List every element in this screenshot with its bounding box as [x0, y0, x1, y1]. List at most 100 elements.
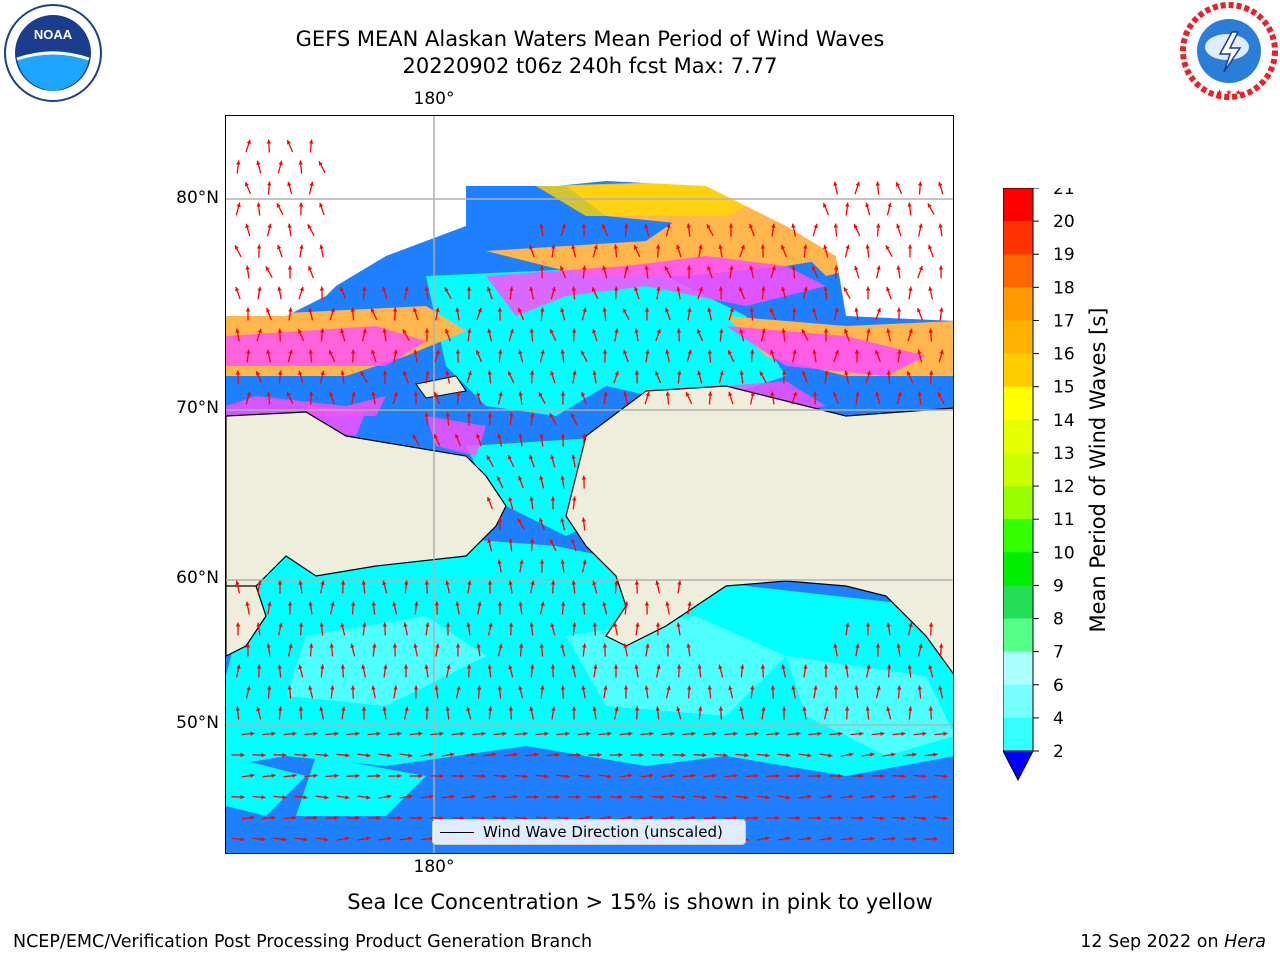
wave-arrow-head: [366, 795, 371, 800]
wave-arrow-head: [502, 731, 507, 736]
wave-arrow-head: [372, 643, 377, 648]
wave-arrow-head: [560, 517, 565, 523]
wave-arrow-head: [665, 391, 670, 396]
wave-arrow-head: [786, 795, 791, 800]
wave-arrow-head: [750, 349, 755, 354]
wave-arrow-head: [849, 752, 854, 757]
wave-arrow-head: [245, 182, 249, 187]
wave-arrow-head: [460, 731, 465, 736]
wave-arrow-head: [880, 816, 885, 821]
chart-subtitle: 20220902 t06z 240h fcst Max: 7.77: [402, 54, 778, 78]
wave-arrow-head: [833, 181, 838, 186]
wave-arrow-head: [933, 836, 938, 842]
wave-arrow-head: [633, 245, 638, 250]
wave-arrow-head: [518, 433, 523, 438]
wave-arrow-head: [299, 286, 304, 292]
wave-arrow-head: [754, 815, 759, 821]
wave-arrow-head: [519, 559, 524, 564]
wave-arrow-head: [256, 622, 261, 627]
wave-arrow-head: [771, 265, 776, 271]
wave-arrow-head: [257, 328, 262, 334]
wave-arrow-head: [424, 706, 430, 711]
wave-arrow-head: [266, 391, 271, 396]
wave-arrow-head: [329, 643, 334, 648]
wave-arrow-head: [786, 753, 791, 758]
wave-arrow-head: [320, 580, 325, 585]
wave-arrow-head: [404, 580, 409, 585]
wave-arrow-head: [371, 349, 376, 355]
wave-arrow-head: [382, 622, 388, 627]
wave-arrow-head: [413, 349, 418, 354]
wave-arrow-head: [812, 391, 818, 396]
wave-arrow-head: [403, 664, 409, 669]
wave-arrow-head: [507, 455, 512, 460]
wave-arrow-head: [770, 685, 776, 690]
wave-arrow-head: [591, 287, 596, 292]
wave-arrow-head: [891, 836, 896, 841]
wave-arrow-head: [908, 622, 913, 627]
lat-label-80: 80°N: [176, 188, 219, 208]
wave-arrow-head: [549, 329, 554, 334]
wave-arrow-head: [844, 664, 849, 669]
wave-arrow-head: [413, 643, 418, 648]
wave-arrow-head: [623, 349, 628, 355]
wave-arrow-head: [292, 773, 297, 778]
wave-arrow-head: [938, 223, 943, 228]
wave-arrow-head: [550, 370, 555, 376]
wave-arrow-head: [592, 580, 597, 586]
wave-arrow-head: [807, 753, 812, 758]
wave-arrow-head: [876, 223, 881, 228]
wave-arrow-head: [649, 815, 654, 820]
wave-arrow-head: [560, 559, 565, 564]
wave-arrow-head: [518, 601, 523, 606]
wave-arrow-head: [576, 794, 581, 800]
wave-arrow-head: [876, 265, 881, 270]
wave-arrow-head: [623, 643, 628, 648]
wave-arrow-head: [687, 601, 692, 606]
wave-arrow-head: [614, 706, 619, 711]
wave-arrow-head: [508, 580, 513, 585]
wave-arrow-head: [529, 706, 534, 711]
wave-arrow-head: [345, 753, 350, 758]
colorbar-box: [1003, 486, 1033, 520]
wave-arrow-head: [366, 753, 371, 758]
wave-arrow-head: [897, 349, 902, 354]
wave-arrow-head: [676, 622, 681, 627]
wave-arrow-head: [487, 538, 492, 544]
wave-arrow-head: [467, 580, 472, 585]
wave-arrow-head: [257, 580, 262, 585]
wave-arrow-head: [933, 752, 938, 757]
wave-arrow-head: [245, 223, 250, 229]
wave-arrow-head: [718, 286, 724, 291]
colorbar-tick-label: 21: [1053, 188, 1075, 199]
wave-arrow-head: [309, 139, 314, 144]
wave-arrow-head: [765, 836, 770, 841]
wave-arrow-head: [345, 795, 350, 800]
wave-arrow-head: [560, 391, 566, 396]
wave-arrow-head: [698, 286, 703, 292]
wave-arrow-head: [849, 794, 854, 799]
wave-arrow-head: [702, 752, 707, 758]
wave-arrow-head: [471, 794, 476, 799]
colorbar-label: Mean Period of Wind Waves [s]: [1086, 307, 1110, 633]
wave-arrow-head: [530, 538, 535, 543]
wave-arrow-head: [581, 685, 586, 690]
wave-arrow-head: [308, 349, 313, 354]
wave-arrow-head: [602, 224, 606, 229]
wave-arrow-head: [687, 307, 692, 312]
wave-arrow-head: [908, 328, 913, 334]
wave-arrow-head: [341, 706, 346, 711]
wave-arrow-head: [256, 244, 262, 249]
wave-arrow-head: [582, 307, 587, 313]
wave-arrow-head: [803, 664, 808, 669]
wave-arrow-head: [581, 391, 586, 397]
wave-arrow-head: [267, 223, 272, 229]
wave-arrow-head: [791, 223, 796, 228]
wave-arrow-head: [843, 287, 848, 292]
wave-arrow-head: [613, 244, 618, 249]
wave-arrow-head: [308, 391, 314, 396]
wave-arrow-head: [775, 773, 780, 779]
wave-arrow-head: [334, 731, 339, 736]
wave-arrow-head: [246, 139, 251, 145]
wave-arrow-head: [886, 286, 891, 292]
